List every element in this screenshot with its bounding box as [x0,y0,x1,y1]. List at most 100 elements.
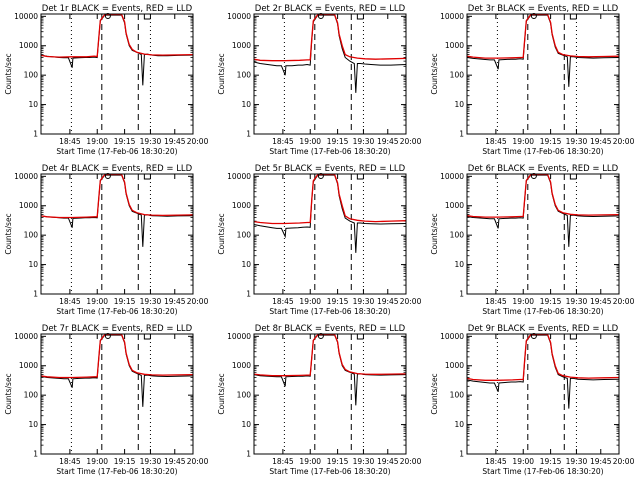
x-tick-label: 19:15 [540,457,562,466]
x-tick-label: 19:00 [299,457,321,466]
state-marker [143,174,151,180]
x-tick-label: 19:45 [164,457,186,466]
x-tick-label: 19:15 [114,457,136,466]
x-axis-label: Start Time (17-Feb-06 18:30:20) [269,307,390,316]
x-tick-label: 19:00 [86,137,108,146]
x-tick-label: 20:00 [400,297,422,306]
x-tick-label: 19:15 [327,137,349,146]
y-tick-label: 1000 [445,361,464,370]
chart-title: Det 8r BLACK = Events, RED = LLD [255,324,406,334]
x-tick-label: 20:00 [613,297,635,306]
plot-frame [466,173,620,295]
y-tick-label: 1 [246,130,251,139]
y-tick-label: 10000 [440,172,464,181]
chart-title: Det 5r BLACK = Events, RED = LLD [255,164,406,174]
x-tick-label: 18:45 [485,297,507,306]
x-tick-label: 19:30 [353,457,375,466]
y-tick-label: 1 [459,450,464,459]
x-tick-label: 19:30 [140,457,162,466]
y-tick-label: 10000 [227,12,251,21]
y-tick-label: 10 [28,260,38,269]
y-tick-label: 10 [454,260,464,269]
y-tick-label: 100 [24,231,39,240]
y-tick-label: 10000 [440,332,464,341]
y-axis-label: Counts/sec [430,53,439,94]
x-tick-label: 18:45 [59,137,81,146]
y-tick-label: 10 [28,100,38,109]
x-tick-label: 18:45 [272,137,294,146]
y-tick-label: 10000 [14,332,38,341]
plot-frame [253,13,407,135]
y-tick-label: 1 [246,450,251,459]
panel-2: Det 2r BLACK = Events, RED = LLD Counts/s… [217,4,422,156]
state-marker [569,174,577,180]
x-tick-label: 19:30 [140,137,162,146]
x-tick-label: 20:00 [187,457,209,466]
y-tick-label: 100 [237,231,252,240]
plot-frame [466,333,620,455]
lld-series-line [253,333,407,377]
lld-series-line [466,13,620,59]
x-tick-label: 19:15 [114,137,136,146]
x-tick-label: 18:45 [272,297,294,306]
plot-frame [40,13,194,135]
state-marker [356,174,364,180]
state-marker [569,334,577,340]
y-tick-label: 10 [454,420,464,429]
y-tick-label: 100 [450,391,465,400]
x-tick-label: 19:15 [540,137,562,146]
y-tick-label: 1000 [232,361,251,370]
x-tick-label: 19:30 [353,137,375,146]
x-axis-label: Start Time (17-Feb-06 18:30:20) [482,307,603,316]
x-tick-label: 18:45 [485,457,507,466]
y-tick-label: 10 [28,420,38,429]
x-tick-label: 20:00 [187,137,209,146]
chart-title: Det 3r BLACK = Events, RED = LLD [468,4,619,14]
events-series-line [253,174,407,253]
y-tick-label: 100 [450,71,465,80]
x-axis-label: Start Time (17-Feb-06 18:30:20) [269,467,390,476]
y-tick-label: 100 [237,391,252,400]
y-tick-label: 100 [450,231,465,240]
x-tick-label: 19:15 [540,297,562,306]
panel-8: Det 8r BLACK = Events, RED = LLD Counts/s… [217,324,422,476]
x-tick-label: 19:00 [299,297,321,306]
x-tick-label: 19:00 [86,457,108,466]
x-axis-label: Start Time (17-Feb-06 18:30:20) [56,307,177,316]
state-marker [356,334,364,340]
chart-title: Det 2r BLACK = Events, RED = LLD [255,4,406,14]
y-tick-label: 1 [33,130,38,139]
plot-frame [40,333,194,455]
y-tick-label: 1000 [19,201,38,210]
y-axis-label: Counts/sec [217,53,226,94]
x-tick-label: 19:30 [566,457,588,466]
x-tick-label: 19:30 [140,297,162,306]
y-axis-label: Counts/sec [4,53,13,94]
x-tick-label: 19:15 [327,297,349,306]
y-tick-label: 1000 [232,41,251,50]
x-tick-label: 18:45 [59,457,81,466]
x-axis-label: Start Time (17-Feb-06 18:30:20) [482,467,603,476]
panel-7: Det 7r BLACK = Events, RED = LLD Counts/s… [4,324,209,476]
plot-frame [253,173,407,295]
y-tick-label: 1000 [19,41,38,50]
x-tick-label: 19:30 [566,297,588,306]
y-tick-label: 100 [24,391,39,400]
events-series-line [40,14,194,86]
x-tick-label: 20:00 [613,457,635,466]
x-tick-label: 19:45 [377,297,399,306]
y-tick-label: 10 [241,100,251,109]
x-tick-label: 19:45 [164,137,186,146]
chart-title: Det 7r BLACK = Events, RED = LLD [42,324,193,334]
state-marker [356,14,364,20]
x-tick-label: 20:00 [613,137,635,146]
x-tick-label: 18:45 [59,297,81,306]
panel-5: Det 5r BLACK = Events, RED = LLD Counts/s… [217,164,422,316]
events-series-line [40,334,194,407]
y-tick-label: 10 [454,100,464,109]
y-tick-label: 1000 [445,201,464,210]
x-tick-label: 19:30 [566,137,588,146]
x-tick-label: 19:45 [590,137,612,146]
chart-title: Det 1r BLACK = Events, RED = LLD [42,4,193,14]
y-tick-label: 1000 [19,361,38,370]
